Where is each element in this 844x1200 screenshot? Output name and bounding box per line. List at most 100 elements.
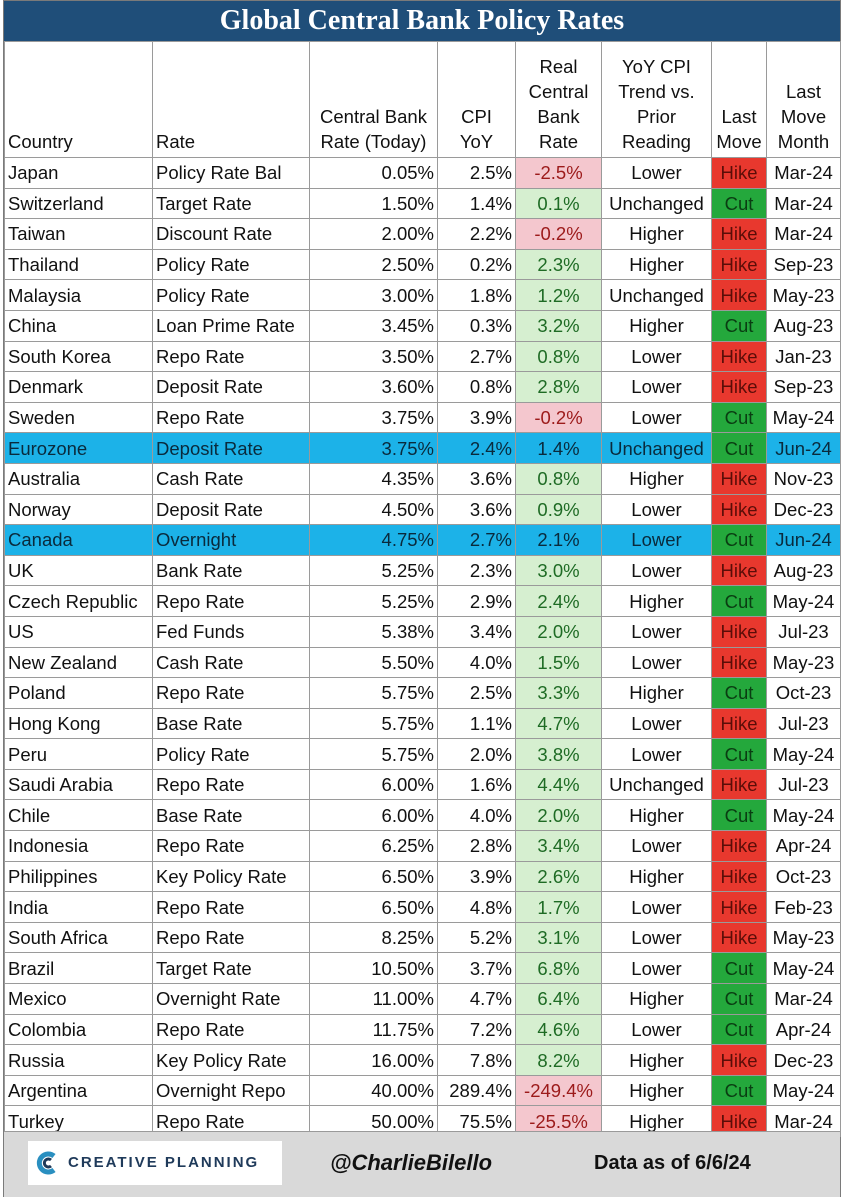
cell-central-bank-rate: 5.75% (309, 707, 438, 740)
logo-text: CREATIVE PLANNING (68, 1154, 260, 1171)
cell-central-bank-rate: 10.50% (309, 952, 438, 985)
cell-central-bank-rate: 11.00% (309, 983, 438, 1015)
cell-central-bank-rate: 0.05% (309, 157, 438, 189)
cell-central-bank-rate: 4.35% (309, 462, 438, 495)
cell-country: South Africa (4, 921, 153, 954)
col-header-line: Rate (Today) (320, 131, 427, 152)
cell-rate-name: Repo Rate (152, 891, 310, 923)
cell-country: Sweden (4, 401, 153, 434)
cell-country: Peru (4, 738, 153, 770)
cell-last-move-month: Jun-24 (766, 524, 841, 556)
cell-last-move-month: Jul-23 (766, 707, 841, 740)
cell-cpi-yoy: 3.6% (437, 493, 516, 526)
cell-real-rate: 2.1% (515, 524, 602, 556)
cell-country: Czech Republic (4, 585, 153, 617)
col-header-line: Move (716, 131, 762, 152)
col-header-cpi-trend: YoY CPI Trend vs. Prior Reading (601, 41, 712, 158)
table-row: Hong Kong Base Rate 5.75% 1.1% 4.7% Lower Hike… (4, 707, 841, 740)
table-row: China Loan Prime Rate 3.45% 0.3% 3.2% Higher C… (4, 309, 841, 342)
table-header-row: Country Rate Central Bank Rate (Today) C… (4, 41, 841, 158)
cell-cpi-yoy: 2.7% (437, 524, 516, 556)
cell-cpi-trend: Higher (601, 860, 712, 893)
cell-last-move-month: Dec-23 (766, 1044, 841, 1076)
cell-cpi-trend: Higher (601, 677, 712, 709)
cell-rate-name: Target Rate (152, 952, 310, 985)
cell-cpi-trend: Lower (601, 371, 712, 403)
cell-cpi-trend: Lower (601, 524, 712, 556)
cell-cpi-yoy: 2.7% (437, 340, 516, 373)
cell-central-bank-rate: 4.75% (309, 524, 438, 556)
table-row: Canada Overnight 4.75% 2.7% 2.1% Lower Cut Jun-… (4, 524, 841, 556)
table-row: Switzerland Target Rate 1.50% 1.4% 0.1% Uncha… (4, 187, 841, 220)
cell-last-move-month: Jun-24 (766, 432, 841, 464)
cell-country: Norway (4, 493, 153, 526)
cell-cpi-yoy: 0.3% (437, 309, 516, 342)
cell-real-rate: 0.8% (515, 462, 602, 495)
cell-rate-name: Deposit Rate (152, 493, 310, 526)
cell-last-move-month: May-24 (766, 738, 841, 770)
cell-cpi-yoy: 0.8% (437, 371, 516, 403)
table-row: UK Bank Rate 5.25% 2.3% 3.0% Lower Hike Aug-23 (4, 554, 841, 587)
cell-country: US (4, 615, 153, 648)
cell-real-rate: 1.2% (515, 279, 602, 311)
table-row: US Fed Funds 5.38% 3.4% 2.0% Lower Hike Jul-23 (4, 615, 841, 648)
cell-central-bank-rate: 1.50% (309, 187, 438, 220)
cell-cpi-yoy: 2.0% (437, 738, 516, 770)
cell-last-move: Hike (711, 554, 767, 587)
cell-last-move: Hike (711, 157, 767, 189)
cell-country: New Zealand (4, 646, 153, 679)
cell-central-bank-rate: 4.50% (309, 493, 438, 526)
col-header-line: Central Bank (320, 106, 427, 127)
cell-real-rate: 0.8% (515, 340, 602, 373)
cell-last-move: Hike (711, 248, 767, 281)
cell-last-move-month: Apr-24 (766, 1013, 841, 1046)
cell-rate-name: Base Rate (152, 799, 310, 832)
cell-central-bank-rate: 3.45% (309, 309, 438, 342)
cell-cpi-trend: Unchanged (601, 768, 712, 801)
cell-last-move: Cut (711, 585, 767, 617)
cell-last-move: Cut (711, 983, 767, 1015)
cell-cpi-yoy: 3.9% (437, 401, 516, 434)
cell-rate-name: Deposit Rate (152, 371, 310, 403)
cell-real-rate: 2.6% (515, 860, 602, 893)
col-header-last-move: Last Move (711, 41, 767, 158)
cell-cpi-yoy: 3.6% (437, 462, 516, 495)
cell-last-move-month: Dec-23 (766, 493, 841, 526)
cell-last-move-month: Oct-23 (766, 860, 841, 893)
cell-rate-name: Cash Rate (152, 646, 310, 679)
cell-cpi-yoy: 2.4% (437, 432, 516, 464)
cell-last-move: Cut (711, 187, 767, 220)
cell-last-move: Cut (711, 677, 767, 709)
cell-central-bank-rate: 6.00% (309, 799, 438, 832)
cell-cpi-yoy: 2.8% (437, 830, 516, 862)
cell-last-move: Hike (711, 860, 767, 893)
cell-cpi-trend: Lower (601, 554, 712, 587)
cell-cpi-yoy: 3.4% (437, 615, 516, 648)
cell-rate-name: Repo Rate (152, 768, 310, 801)
cell-country: UK (4, 554, 153, 587)
cell-last-move-month: Jul-23 (766, 768, 841, 801)
cell-cpi-trend: Unchanged (601, 187, 712, 220)
cell-last-move: Cut (711, 1074, 767, 1107)
cell-last-move-month: Aug-23 (766, 554, 841, 587)
cell-central-bank-rate: 6.25% (309, 830, 438, 862)
cell-country: Japan (4, 157, 153, 189)
cell-central-bank-rate: 5.25% (309, 585, 438, 617)
policy-rates-table: Country Rate Central Bank Rate (Today) C… (4, 41, 841, 1137)
table-row: Sweden Repo Rate 3.75% 3.9% -0.2% Lower Cut May… (4, 401, 841, 434)
table-row: Chile Base Rate 6.00% 4.0% 2.0% Higher Cut May-… (4, 799, 841, 832)
cell-cpi-trend: Higher (601, 248, 712, 281)
col-header-line: YoY CPI (622, 56, 691, 77)
col-header-country: Country (4, 41, 153, 158)
col-header-line: CPI (461, 106, 492, 127)
cell-rate-name: Repo Rate (152, 1013, 310, 1046)
cell-real-rate: 2.8% (515, 371, 602, 403)
cell-central-bank-rate: 6.50% (309, 891, 438, 923)
cell-last-move: Hike (711, 340, 767, 373)
cell-country: Taiwan (4, 218, 153, 250)
cell-cpi-trend: Unchanged (601, 432, 712, 464)
cell-last-move-month: May-23 (766, 921, 841, 954)
col-header-rate: Rate (152, 41, 310, 158)
cell-cpi-trend: Unchanged (601, 279, 712, 311)
cell-last-move-month: Aug-23 (766, 309, 841, 342)
